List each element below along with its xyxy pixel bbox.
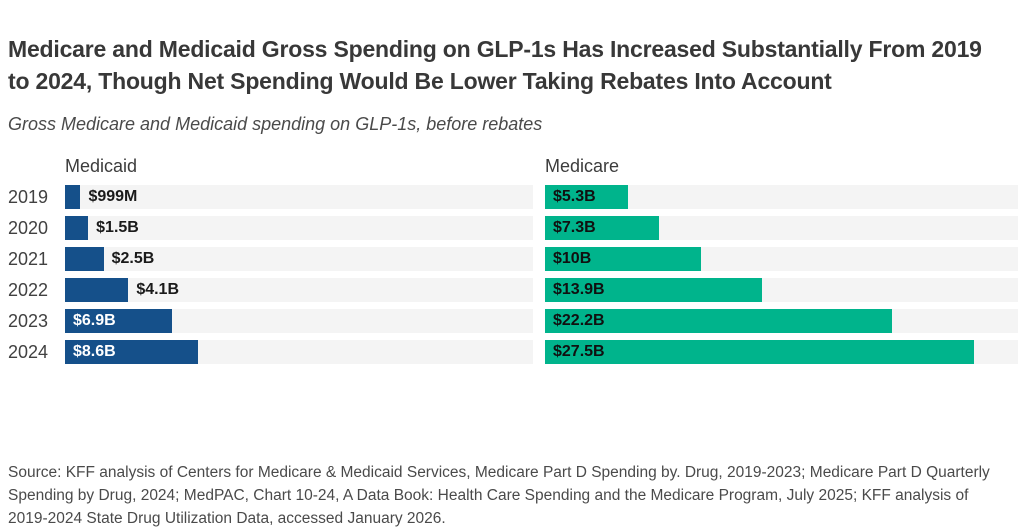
chart-row-2021: 2021 $2.5B $10B: [8, 247, 1018, 271]
medicaid-bar-track: $4.1B: [65, 278, 533, 302]
medicaid-bar: $6.9B: [65, 309, 172, 333]
medicaid-value-label: $6.9B: [73, 312, 116, 329]
medicare-bar: $27.5B: [545, 340, 975, 364]
chart-row-2019: 2019 $999M $5.3B: [8, 185, 1018, 209]
medicare-value-label: $5.3B: [553, 188, 596, 205]
medicare-bar: $22.2B: [545, 309, 892, 333]
medicare-bar: $13.9B: [545, 278, 762, 302]
chart-subtitle: Gross Medicare and Medicaid spending on …: [8, 114, 543, 134]
chart-row-2020: 2020 $1.5B $7.3B: [8, 216, 1018, 240]
year-label: 2022: [8, 279, 49, 300]
medicaid-bar: [65, 247, 104, 271]
medicaid-value-label: $999M: [88, 188, 138, 205]
medicare-bar-track: $13.9B: [545, 278, 1018, 302]
medicare-bar: $5.3B: [545, 185, 628, 209]
chart-title: Medicare and Medicaid Gross Spending on …: [8, 36, 982, 94]
chart-row-2024: 2024 $8.6B $27.5B: [8, 340, 1018, 364]
medicaid-column-header: Medicaid: [65, 156, 138, 176]
medicaid-bar: [65, 185, 81, 209]
medicare-bar-track: $10B: [545, 247, 1018, 271]
medicare-bar-track: $7.3B: [545, 216, 1018, 240]
medicare-value-label: $22.2B: [553, 312, 605, 329]
year-label: 2023: [8, 310, 49, 331]
year-label: 2019: [8, 186, 49, 207]
column-headers-row: Medicaid Medicare: [8, 156, 1018, 176]
medicaid-bar-track: $8.6B: [65, 340, 533, 364]
medicaid-bar: [65, 278, 129, 302]
year-label: 2021: [8, 248, 49, 269]
medicare-bar-track: $5.3B: [545, 185, 1018, 209]
medicare-bar-track: $22.2B: [545, 309, 1018, 333]
medicare-value-label: $10B: [553, 250, 592, 267]
medicare-bar: $10B: [545, 247, 702, 271]
medicaid-bar: $8.6B: [65, 340, 198, 364]
medicare-value-label: $27.5B: [553, 343, 605, 360]
medicaid-value-label: $4.1B: [136, 281, 180, 298]
year-label: 2020: [8, 217, 49, 238]
medicare-column-header: Medicare: [545, 156, 620, 176]
medicaid-bar: [65, 216, 89, 240]
medicaid-value-label: $1.5B: [96, 219, 139, 236]
year-label: 2024: [8, 341, 49, 362]
chart-rows: 2019 $999M $5.3B 2020 $1.5B $7.3B 2021 $2.5B $10…: [8, 185, 1018, 364]
medicaid-value-label: $2.5B: [111, 250, 155, 267]
chart-row-2022: 2022 $4.1B $13.9B: [8, 278, 1018, 302]
medicaid-bar-track: $6.9B: [65, 309, 533, 333]
grouped-bar-chart: Medicaid Medicare 2019 $999M $5.3B 2020 $1.5…: [8, 156, 1018, 364]
medicare-value-label: $7.3B: [553, 219, 596, 236]
chart-row-2023: 2023 $6.9B $22.2B: [8, 309, 1018, 333]
medicaid-value-label: $8.6B: [73, 343, 116, 360]
medicare-value-label: $13.9B: [553, 281, 605, 298]
medicaid-bar-track: $2.5B: [65, 247, 533, 271]
medicare-bar-track: $27.5B: [545, 340, 1018, 364]
medicaid-bar-track: $999M: [65, 185, 533, 209]
medicare-bar: $7.3B: [545, 216, 659, 240]
medicaid-bar-track: $1.5B: [65, 216, 533, 240]
source-note: Source: KFF analysis of Centers for Medi…: [8, 464, 990, 527]
